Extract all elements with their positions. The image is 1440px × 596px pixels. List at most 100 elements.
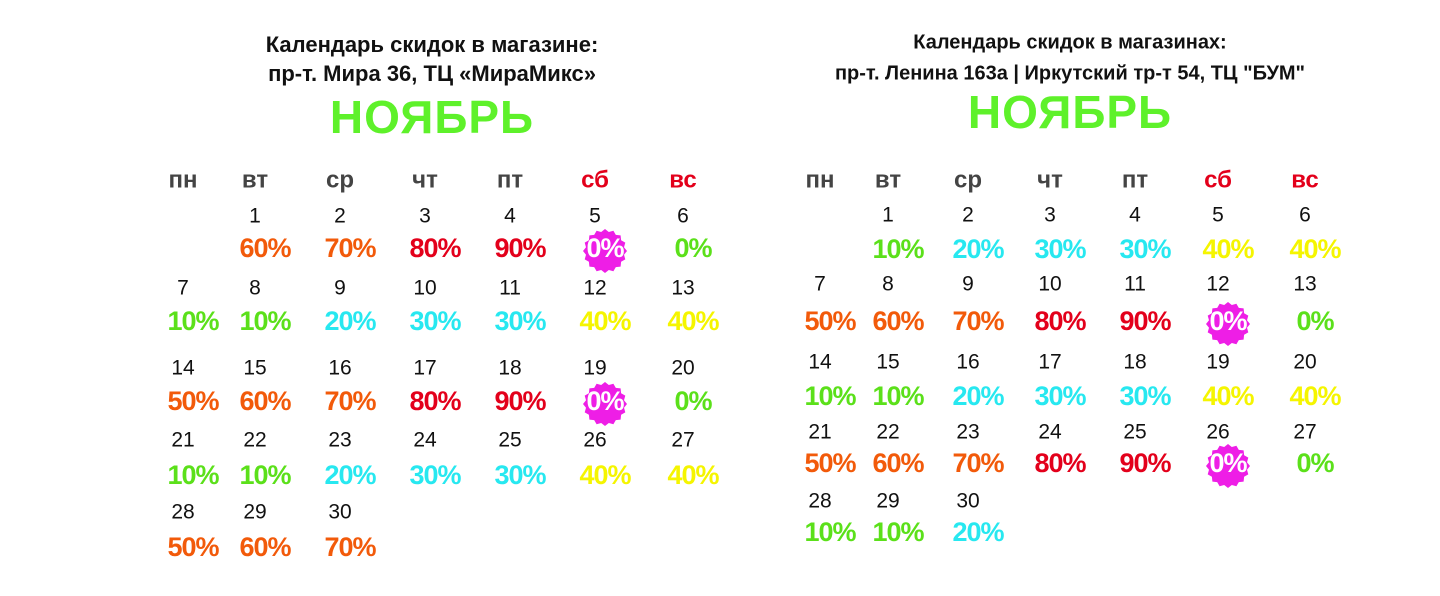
day-number: 5 — [1212, 204, 1224, 227]
discount: 60% — [872, 448, 924, 478]
day-number: 14 — [808, 351, 832, 374]
discount: 10% — [239, 306, 291, 336]
weekday: ср — [326, 166, 354, 193]
weekday: сб — [1204, 166, 1232, 193]
day-number: 6 — [677, 205, 689, 228]
day-number: 12 — [583, 277, 606, 300]
discount: 30% — [1119, 234, 1171, 264]
day-number: 4 — [504, 205, 516, 228]
day-number: 9 — [962, 273, 974, 296]
day-number: 9 — [334, 277, 346, 300]
discount: 40% — [667, 306, 719, 336]
discount: 30% — [1034, 234, 1086, 264]
discount: 30% — [409, 306, 461, 336]
weekday: вт — [875, 166, 901, 193]
day-number: 8 — [249, 277, 261, 300]
discount: 0% — [1209, 306, 1247, 336]
weekday: пт — [497, 166, 523, 193]
discount-badge — [1206, 444, 1250, 488]
discount: 0% — [674, 233, 712, 263]
day-number: 3 — [1044, 204, 1056, 227]
discount: 30% — [1034, 381, 1086, 411]
discount: 70% — [952, 306, 1004, 336]
day-number: 26 — [583, 429, 606, 452]
discount: 40% — [1202, 234, 1254, 264]
day-number: 20 — [671, 357, 694, 380]
discount: 40% — [667, 460, 719, 490]
day-number: 5 — [589, 205, 601, 228]
discount: 80% — [1034, 306, 1086, 336]
day-number: 22 — [243, 429, 266, 452]
discount: 10% — [872, 381, 924, 411]
discount: 20% — [952, 381, 1004, 411]
weekday: пн — [169, 166, 198, 193]
discount: 40% — [579, 460, 631, 490]
discount: 30% — [409, 460, 461, 490]
day-number: 24 — [413, 429, 437, 452]
discount: 10% — [804, 381, 856, 411]
discount: 0% — [674, 386, 712, 416]
discount: 80% — [409, 233, 461, 263]
day-number: 15 — [243, 357, 266, 380]
discount: 60% — [239, 532, 291, 562]
weekday: ср — [954, 166, 982, 193]
discount: 10% — [804, 517, 856, 547]
discount: 50% — [167, 386, 219, 416]
day-number: 27 — [671, 429, 694, 452]
calendar-title: Календарь скидок в магазинах: — [913, 31, 1226, 53]
discount: 80% — [409, 386, 461, 416]
discount: 70% — [952, 448, 1004, 478]
day-number: 8 — [882, 273, 894, 296]
day-number: 13 — [1293, 273, 1316, 296]
day-number: 18 — [1123, 351, 1146, 374]
discount: 0% — [1296, 448, 1334, 478]
day-number: 1 — [249, 205, 261, 228]
month-title: НОЯБРЬ — [968, 86, 1172, 138]
discount: 90% — [494, 386, 546, 416]
discount: 50% — [167, 532, 219, 562]
day-number: 21 — [171, 429, 194, 452]
discount: 40% — [1202, 381, 1254, 411]
weekday: пт — [1122, 166, 1148, 193]
day-number: 7 — [177, 277, 189, 300]
discount: 70% — [324, 386, 376, 416]
weekday: вс — [669, 166, 697, 193]
day-number: 12 — [1206, 273, 1229, 296]
day-number: 3 — [419, 205, 431, 228]
month-title: НОЯБРЬ — [330, 91, 534, 143]
weekday: чт — [1037, 166, 1063, 193]
weekday: пн — [806, 166, 835, 193]
day-number: 18 — [498, 357, 521, 380]
discount: 20% — [324, 306, 376, 336]
discount: 90% — [1119, 448, 1171, 478]
day-number: 10 — [413, 277, 436, 300]
discount: 70% — [324, 233, 376, 263]
discount: 60% — [239, 233, 291, 263]
day-number: 10 — [1038, 273, 1061, 296]
day-number: 25 — [1123, 421, 1146, 444]
day-number: 30 — [956, 490, 979, 513]
discount: 0% — [586, 233, 624, 263]
day-number: 29 — [876, 490, 899, 513]
discount-badge — [1206, 302, 1250, 346]
day-number: 11 — [1124, 273, 1146, 296]
day-number: 25 — [498, 429, 521, 452]
weekday: вс — [1291, 166, 1319, 193]
discount: 40% — [579, 306, 631, 336]
discount: 10% — [167, 306, 219, 336]
day-number: 19 — [1206, 351, 1229, 374]
day-number: 6 — [1299, 204, 1311, 227]
discount: 30% — [494, 460, 546, 490]
discount: 50% — [804, 306, 856, 336]
day-number: 19 — [583, 357, 606, 380]
day-number: 24 — [1038, 421, 1062, 444]
discount: 30% — [494, 306, 546, 336]
discount: 80% — [1034, 448, 1086, 478]
discount: 10% — [239, 460, 291, 490]
day-number: 17 — [1038, 351, 1061, 374]
discount: 10% — [872, 234, 924, 264]
day-number: 2 — [962, 204, 974, 227]
day-number: 30 — [328, 501, 351, 524]
day-number: 16 — [328, 357, 351, 380]
